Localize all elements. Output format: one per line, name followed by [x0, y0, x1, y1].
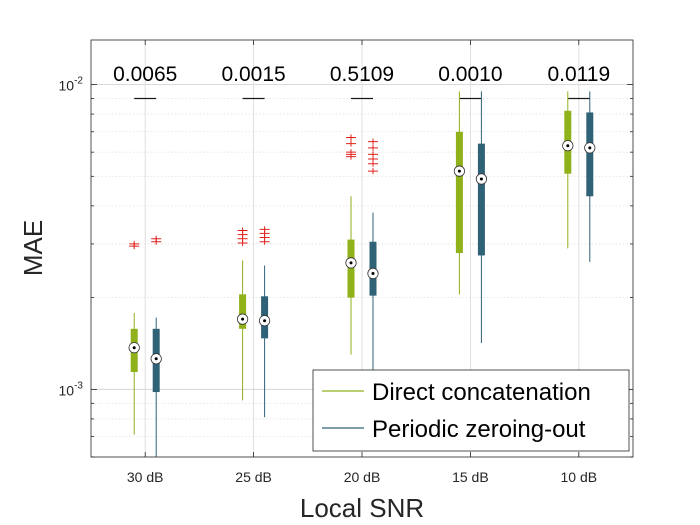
outlier-marker — [368, 138, 378, 145]
y-tick-label: 10-2 — [59, 76, 84, 94]
outlier-marker — [346, 140, 356, 147]
p-value-label: 0.0010 — [438, 63, 502, 86]
axis-ticks: 30 dB 25 dB 20 dB 15 dB 10 dB 10-3 10-2 — [59, 40, 633, 485]
box-median-dot — [241, 317, 245, 321]
box-iqr — [477, 143, 485, 256]
box-direct-concatenation-2 — [345, 134, 357, 355]
x-axis-label: Local SNR — [300, 493, 424, 523]
p-value-labels: 0.0065 0.0015 0.5109 0.0010 0.0119 — [113, 63, 610, 86]
legend-label-periodic-zeroing-out: Periodic zeroing-out — [372, 416, 586, 443]
outlier-marker — [368, 151, 378, 158]
outlier-marker — [151, 235, 162, 242]
box-periodic-zeroing-out-4 — [584, 91, 596, 262]
outlier-marker — [259, 226, 270, 233]
box-median-dot — [349, 261, 353, 265]
box-median-dot — [457, 169, 461, 173]
box-direct-concatenation-0 — [128, 240, 140, 435]
box-direct-concatenation-3 — [453, 91, 465, 295]
p-value-label: 0.0065 — [113, 63, 177, 86]
box-periodic-zeroing-out-2 — [367, 138, 379, 377]
outlier-marker — [129, 240, 140, 247]
x-tick-label: 25 dB — [235, 469, 272, 485]
box-iqr — [239, 294, 247, 329]
x-tick-label: 10 dB — [561, 469, 598, 485]
p-value-label: 0.0119 — [547, 63, 610, 86]
box-median-dot — [371, 271, 375, 275]
box-iqr — [586, 112, 594, 197]
box-direct-concatenation-4 — [562, 91, 574, 249]
box-periodic-zeroing-out-3 — [475, 91, 487, 343]
x-tick-label: 20 dB — [344, 469, 381, 485]
grid-lines — [91, 40, 633, 458]
legend-label-direct-concatenation: Direct concatenation — [372, 379, 591, 406]
box-median-dot — [132, 346, 136, 350]
p-value-label: 0.0015 — [221, 63, 285, 86]
box-median-dot — [154, 357, 158, 361]
box-median-dot — [263, 319, 267, 323]
x-tick-label: 30 dB — [127, 469, 164, 485]
box-groups — [128, 91, 596, 457]
legend: Direct concatenation Periodic zeroing-ou… — [312, 369, 630, 452]
outlier-marker — [368, 168, 378, 175]
box-periodic-zeroing-out-1 — [258, 226, 271, 418]
box-median-dot — [588, 146, 592, 150]
x-tick-label: 15 dB — [452, 469, 489, 485]
box-median-dot — [566, 144, 570, 148]
box-iqr — [455, 131, 463, 254]
box-periodic-zeroing-out-0 — [150, 235, 162, 457]
outlier-marker — [368, 144, 378, 151]
legend-box — [312, 369, 630, 452]
p-value-label: 0.5109 — [330, 63, 394, 86]
outlier-marker — [346, 134, 356, 141]
y-axis-label: MAE — [18, 220, 48, 276]
y-tick-label: 10-3 — [59, 380, 84, 398]
box-iqr — [347, 239, 355, 298]
outlier-marker — [346, 149, 356, 156]
box-direct-concatenation-1 — [237, 227, 249, 401]
box-median-dot — [479, 177, 483, 181]
outlier-marker — [237, 227, 248, 234]
